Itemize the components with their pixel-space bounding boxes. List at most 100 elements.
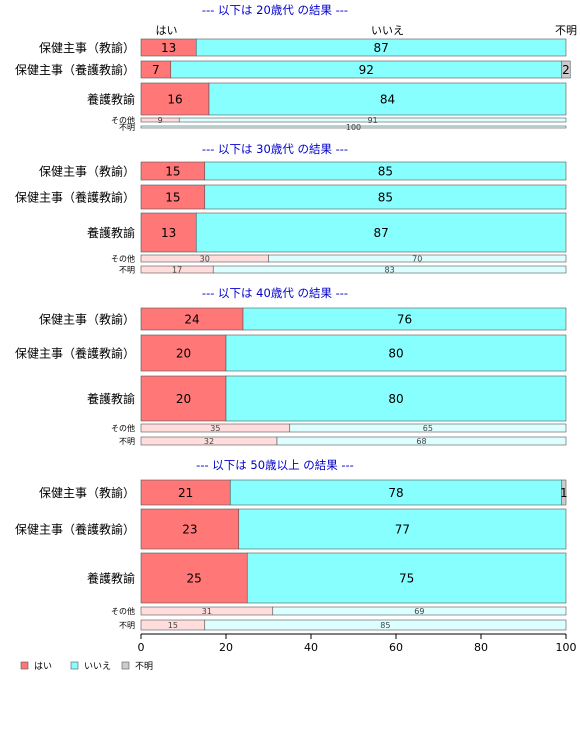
x-tick-label: 20 (219, 641, 233, 654)
data-label: 75 (399, 572, 414, 586)
data-label: 25 (186, 572, 201, 586)
x-tick-label: 60 (389, 641, 403, 654)
column-label-unknown: 不明 (555, 24, 577, 37)
data-label: 77 (395, 523, 410, 537)
row-label: 養護教諭 (87, 92, 135, 107)
bar-segment (229, 479, 563, 506)
row-label: 不明 (119, 621, 135, 630)
legend-swatch-no (70, 661, 79, 670)
data-label: 16 (167, 93, 182, 107)
row-label: 不明 (119, 266, 135, 275)
data-label: 80 (388, 347, 403, 361)
data-label: 68 (416, 437, 426, 446)
row-label: 保健主事（養護教諭） (15, 62, 135, 77)
panel-title: --- 以下は 20歳代 の結果 --- (202, 3, 348, 17)
bar-segment (268, 254, 567, 263)
data-label: 84 (380, 93, 395, 107)
data-label: 78 (388, 486, 403, 500)
data-label: 7 (152, 63, 160, 77)
bar-segment (289, 423, 567, 433)
data-label: 83 (385, 266, 395, 275)
x-tick-label: 100 (556, 641, 577, 654)
bar-segment (225, 334, 567, 372)
row-label: 保健主事（教諭） (39, 485, 135, 500)
data-label: 92 (359, 63, 374, 77)
column-label-no: いいえ (371, 24, 404, 37)
data-label: 20 (176, 347, 191, 361)
data-label: 69 (414, 607, 424, 616)
data-label: 31 (202, 607, 212, 616)
bar-segment (212, 265, 567, 274)
data-label: 91 (368, 116, 378, 125)
row-label: 保健主事（養護教諭） (15, 346, 135, 361)
data-label: 9 (158, 116, 163, 125)
bar-segment (195, 38, 567, 57)
bar-segment (140, 125, 567, 129)
row-label: その他 (111, 254, 135, 264)
data-label: 30 (200, 255, 210, 264)
data-label: 32 (204, 437, 214, 446)
row-label: その他 (111, 115, 135, 125)
panel-title: --- 以下は 50歳以上 の結果 --- (196, 458, 354, 472)
data-label: 17 (172, 266, 182, 275)
bar-segment (140, 184, 206, 210)
bar-segment (140, 552, 248, 604)
legend-label-unknown: 不明 (135, 661, 153, 672)
x-tick-label: 80 (474, 641, 488, 654)
panel-title: --- 以下は 40歳代 の結果 --- (202, 286, 348, 300)
data-label: 15 (165, 165, 180, 179)
bar-segment (246, 552, 567, 604)
legend-swatch-unknown (121, 661, 130, 670)
data-label: 87 (373, 41, 388, 55)
data-label: 20 (176, 392, 191, 406)
data-label: 80 (388, 392, 403, 406)
data-label: 85 (380, 621, 390, 630)
bar-segment (242, 307, 567, 331)
x-tick-label: 40 (304, 641, 318, 654)
bar-segment (140, 375, 227, 422)
legend-label-no: いいえ (84, 661, 111, 672)
data-label: 2 (562, 63, 570, 77)
data-label: 70 (412, 255, 422, 264)
row-label: 不明 (119, 437, 135, 446)
bar-segment (140, 334, 227, 372)
data-label: 21 (178, 486, 193, 500)
data-label: 100 (346, 123, 361, 132)
bar-segment (204, 161, 567, 181)
bar-segment (195, 212, 567, 253)
data-label: 1 (560, 486, 568, 500)
data-label: 13 (161, 226, 176, 240)
panel-title: --- 以下は 30歳代 の結果 --- (202, 142, 348, 156)
x-tick-label: 0 (138, 641, 145, 654)
row-label: 保健主事（教諭） (39, 312, 135, 327)
data-label: 13 (161, 41, 176, 55)
bar-segment (225, 375, 567, 422)
bar-segment (178, 117, 567, 123)
bar-segment (204, 184, 567, 210)
data-label: 85 (378, 191, 393, 205)
row-label: 養護教諭 (87, 225, 135, 240)
data-label: 15 (165, 191, 180, 205)
data-label: 87 (373, 226, 388, 240)
row-label: 不明 (119, 123, 135, 132)
data-label: 65 (423, 424, 433, 433)
data-label: 35 (210, 424, 220, 433)
row-label: 養護教諭 (87, 571, 135, 586)
bar-segment (276, 436, 567, 446)
row-label: 保健主事（養護教諭） (15, 522, 135, 537)
data-label: 23 (182, 523, 197, 537)
bar-segment (561, 60, 571, 79)
bar-segment (140, 82, 210, 116)
data-label: 15 (168, 621, 178, 630)
column-label-yes: はい (156, 24, 178, 37)
bar-segment (238, 508, 567, 550)
row-label: その他 (111, 606, 135, 616)
row-label: 保健主事（教諭） (39, 164, 135, 179)
row-label: 養護教諭 (87, 391, 135, 406)
data-label: 76 (397, 313, 412, 327)
bar-segment (208, 82, 567, 116)
bar-segment (204, 619, 567, 631)
data-label: 85 (378, 165, 393, 179)
